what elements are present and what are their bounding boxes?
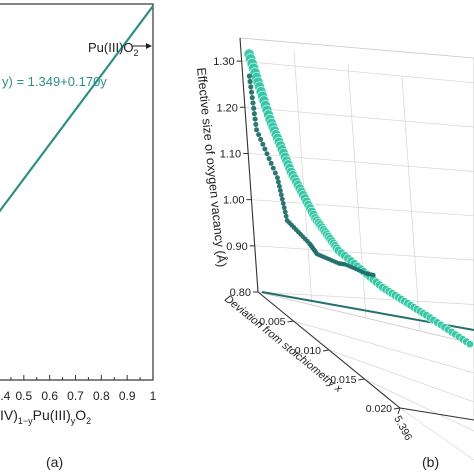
- panel-b-series-2-point: [371, 272, 376, 277]
- panel-b-x-tick-label: 0.015: [330, 374, 356, 386]
- panel-b-series-2-point: [251, 105, 257, 111]
- panel-b-series-2-point: [258, 136, 264, 142]
- panel-a-x-tick-label: 0.5: [15, 389, 32, 403]
- panel-b-series-2-point: [253, 121, 259, 127]
- panel-b-series-2-point: [254, 127, 260, 133]
- panel-b-x-ticks: 0.005 0.010 0.015 0.020: [259, 316, 401, 415]
- panel-b-series-2-point: [264, 151, 270, 157]
- panel-a-label: (a): [46, 454, 63, 470]
- panel-b-x-tick-mark: [358, 378, 365, 381]
- panel-a-x-ticks: 0.4 0.5 0.6 0.7 0.8 0.9 1: [0, 375, 157, 403]
- panel-b-series-2-point: [268, 160, 274, 166]
- panel-b-grid-line: [254, 245, 474, 261]
- panel-b-series-2-point: [283, 213, 289, 219]
- panel-b-grid-line: [257, 291, 474, 305]
- panel-b-z-tick-label: 0.90: [226, 241, 247, 253]
- panel-b-z-axis-label: Effective size of oxygen vacancy (Å): [194, 67, 230, 268]
- panel-a-x-tick-label: 1: [150, 389, 157, 403]
- panel-b-series-2-point: [262, 146, 268, 152]
- panel-b-grid-line: [251, 199, 474, 217]
- panel-b-series-2-point: [266, 156, 272, 162]
- panel-a-annotation-arrowhead: [146, 43, 152, 49]
- panel-b-series-2-point: [274, 175, 280, 181]
- panel-a-x-tick-label: 0.4: [0, 389, 11, 403]
- panel-b-series-2-point: [272, 170, 278, 176]
- panel-b-series-2-point: [252, 116, 258, 122]
- panel-a-equation: y) = 1.349+0.170y: [2, 74, 107, 89]
- panel-b-grid-line: [401, 76, 421, 332]
- panel-b-grid-line: [241, 60, 474, 84]
- panel-b-series-2-point: [280, 200, 286, 206]
- panel-b-z-axis: [239, 37, 259, 293]
- panel-a-x-tick-label: 0.9: [119, 389, 136, 403]
- panel-b-series-2-point: [270, 165, 276, 171]
- panel-b-y-axis: [399, 407, 474, 421]
- panel-b-series-2-point: [248, 89, 255, 95]
- panel-b-label: (b): [422, 454, 439, 470]
- panel-b-z-ticks: 0.80 0.90 1.00 1.10 1.20 1.30: [213, 56, 258, 299]
- panel-b-x-tick-mark: [322, 349, 330, 352]
- panel-a-x-tick-label: 0.8: [93, 389, 110, 403]
- panel-a-annotation-label: Pu(III)O2: [88, 40, 139, 58]
- panel-b-series-2-point: [260, 141, 266, 147]
- panel-b-z-tick-label: 1.20: [216, 102, 237, 114]
- panel-b-y-tick-mark: [397, 407, 401, 415]
- panel-a: 0.4 0.5 0.6 0.7 0.8 0.9 1 Pu(III)O2 y) = 1.349…: [0, 3, 157, 470]
- panel-b-series-2-point: [279, 196, 285, 202]
- panel-b-series-2-point: [248, 84, 254, 90]
- panel-b-x-tick-mark: [287, 320, 294, 323]
- panel-b-series-2-point: [256, 132, 262, 138]
- panel-b-series-2-point: [276, 183, 282, 189]
- panel-b-z-tick-label: 0.80: [230, 287, 251, 299]
- panel-b-series-2-point: [282, 209, 288, 215]
- panel-b-z-tick-label: 1.00: [223, 195, 244, 207]
- panel-b-grid-line: [244, 106, 474, 128]
- panel-b-z-tick-label: 1.30: [213, 56, 234, 68]
- panel-b-series-2-point: [275, 179, 281, 185]
- panel-b-x-tick-mark: [393, 407, 401, 410]
- panel-b-series-2-point: [247, 78, 253, 85]
- panel-b-series-1-point: [465, 340, 474, 349]
- panel-b-series-2-point: [281, 205, 287, 211]
- panel-a-fit-line: [0, 5, 154, 213]
- panel-b: 0.80 0.90 1.00 1.10 1.20 1.30 0.005 0.010 0.015…: [194, 37, 474, 470]
- panel-b-series-2-point: [246, 73, 252, 79]
- panel-b-z-tick-label: 1.10: [220, 148, 241, 160]
- panel-b-series-2-point: [250, 100, 256, 106]
- panel-b-grid-line: [364, 378, 474, 432]
- panel-b-series-2-point: [251, 111, 257, 117]
- panel-b-series-2-point: [277, 188, 283, 194]
- panel-b-x-tick-label: 0.005: [259, 316, 285, 328]
- panel-a-x-tick-label: 0.6: [41, 389, 58, 403]
- panel-a-x-tick-label: 0.7: [67, 389, 84, 403]
- panel-b-series-2-point: [249, 95, 255, 101]
- panel-b-series-2-point: [278, 192, 284, 198]
- panel-b-x-tick-label: 0.020: [366, 403, 392, 415]
- panel-b-y-tick-label: 5.396: [391, 414, 414, 443]
- panel-b-grid-line: [328, 349, 474, 403]
- panel-b-grid-line: [399, 407, 474, 461]
- panel-b-grid-line: [293, 320, 474, 374]
- panel-b-series: [243, 48, 474, 349]
- panel-b-grid-line: [293, 50, 313, 306]
- panel-a-x-axis-label: IV)1−yPu(III)yO2: [0, 407, 91, 426]
- panel-b-x-tick-label: 0.010: [295, 345, 321, 357]
- panel-a-plot-frame: [0, 3, 154, 381]
